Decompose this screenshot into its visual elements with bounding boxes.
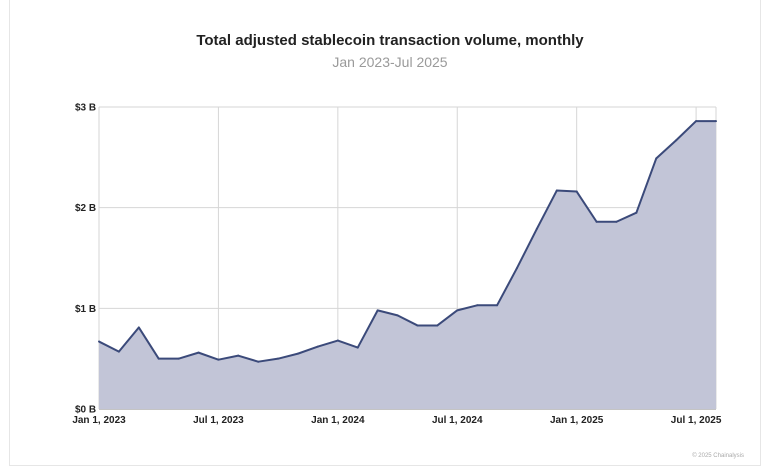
y-tick-label: $1 B bbox=[75, 304, 96, 315]
data-point bbox=[496, 304, 499, 307]
chart-frame bbox=[9, 0, 761, 466]
data-point bbox=[595, 220, 598, 223]
x-tick-label: Jul 1, 2025 bbox=[671, 415, 722, 426]
y-tick-label: $0 B bbox=[75, 405, 96, 416]
data-point bbox=[177, 357, 180, 360]
x-axis-ticks: Jan 1, 2023 Jul 1, 2023 Jan 1, 2024 Jul 1, … bbox=[72, 415, 722, 426]
data-point bbox=[476, 304, 479, 307]
data-point bbox=[98, 340, 100, 343]
x-tick-label: Jan 1, 2023 bbox=[72, 415, 126, 426]
x-tick-label: Jan 1, 2024 bbox=[311, 415, 365, 426]
data-point bbox=[137, 326, 140, 329]
series-line bbox=[98, 120, 716, 363]
data-point bbox=[197, 351, 200, 354]
data-point bbox=[515, 267, 518, 270]
y-axis-ticks: $0 B $1 B $2 B $3 B bbox=[75, 103, 96, 416]
data-point bbox=[555, 189, 558, 192]
chart-subtitle: Jan 2023-Jul 2025 bbox=[332, 54, 448, 70]
x-tick-label: Jul 1, 2023 bbox=[193, 415, 244, 426]
data-point bbox=[436, 324, 439, 327]
area-fill bbox=[99, 121, 716, 409]
data-point bbox=[376, 309, 379, 312]
data-point bbox=[217, 358, 220, 361]
y-tick-label: $3 B bbox=[75, 103, 96, 114]
data-point bbox=[237, 354, 240, 357]
data-point bbox=[297, 352, 300, 355]
data-point bbox=[695, 120, 698, 123]
footer-credit: © 2025 Chainalysis bbox=[692, 453, 744, 459]
data-point bbox=[416, 324, 419, 327]
data-point bbox=[277, 357, 280, 360]
data-point bbox=[356, 346, 359, 349]
x-tick-label: Jul 1, 2024 bbox=[432, 415, 483, 426]
chart-title: Total adjusted stablecoin transaction vo… bbox=[196, 32, 584, 49]
data-point bbox=[675, 139, 678, 142]
y-tick-label: $2 B bbox=[75, 203, 96, 214]
data-point bbox=[396, 314, 399, 317]
data-point bbox=[715, 120, 717, 123]
data-point bbox=[157, 357, 160, 360]
data-point bbox=[257, 360, 260, 363]
data-point bbox=[655, 157, 658, 160]
data-point bbox=[316, 345, 319, 348]
data-point bbox=[336, 339, 339, 342]
area-series bbox=[98, 120, 717, 409]
data-point bbox=[575, 190, 578, 193]
x-tick-label: Jan 1, 2025 bbox=[550, 415, 604, 426]
data-point bbox=[117, 350, 120, 353]
data-point bbox=[535, 227, 538, 230]
data-point bbox=[456, 309, 459, 312]
data-point bbox=[635, 211, 638, 214]
data-point bbox=[615, 220, 618, 223]
